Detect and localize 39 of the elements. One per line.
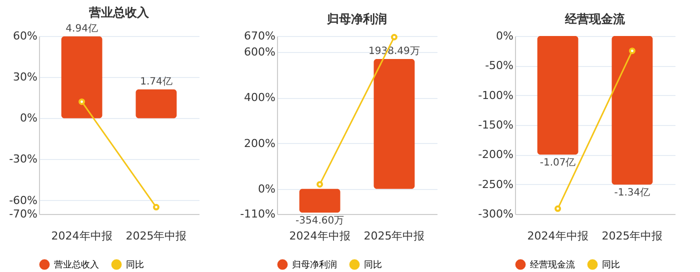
legend-label: 同比	[602, 260, 620, 271]
x-tick-label: 2024年中报	[289, 230, 350, 242]
y-tick-label: 60%	[13, 30, 38, 42]
data-label: -354.60万	[295, 216, 344, 227]
y-tick-label: -110%	[240, 208, 276, 220]
chart-title: 经营现金流	[564, 12, 626, 26]
x-tick-label: 2025年中报	[364, 230, 425, 242]
y-tick-label: -60%	[9, 194, 38, 207]
legend-label: 同比	[364, 260, 382, 271]
chart-title: 营业总收入	[88, 5, 150, 20]
y-tick-label: -300%	[478, 208, 514, 220]
chart-title: 归母净利润	[326, 12, 387, 26]
y-tick-label: 30%	[13, 70, 38, 84]
y-tick-label: 0%	[258, 182, 276, 196]
data-label: 1.74亿	[140, 76, 172, 88]
y-tick-label: 0%	[496, 30, 514, 42]
y-tick-label: 400%	[244, 91, 276, 104]
y-tick-label: 0%	[20, 112, 38, 125]
y-tick-label: -50%	[485, 59, 514, 72]
legend-label: 经营现金流	[530, 260, 575, 271]
data-label: -1.07亿	[540, 158, 576, 169]
y-tick-label: -250%	[478, 178, 514, 191]
x-tick-label: 2024年中报	[527, 230, 588, 242]
y-tick-label: -200%	[478, 148, 514, 162]
y-tick-label: 670%	[244, 30, 276, 42]
legend-label: 同比	[126, 260, 144, 271]
x-tick-label: 2025年中报	[602, 230, 663, 242]
data-label: -1.34亿	[614, 188, 650, 199]
x-tick-label: 2024年中报	[51, 230, 112, 242]
y-tick-label: -30%	[9, 152, 38, 166]
y-tick-label: 200%	[244, 136, 276, 150]
legend-label: 归母净利润	[292, 260, 337, 271]
x-tick-label: 2025年中报	[126, 230, 187, 242]
y-tick-label: -70%	[9, 208, 38, 220]
data-label: 4.94亿	[66, 23, 98, 34]
legend-label: 营业总收入	[54, 260, 99, 271]
y-tick-label: -100%	[478, 88, 514, 102]
y-tick-label: -150%	[478, 118, 514, 132]
y-tick-label: 600%	[244, 45, 276, 58]
